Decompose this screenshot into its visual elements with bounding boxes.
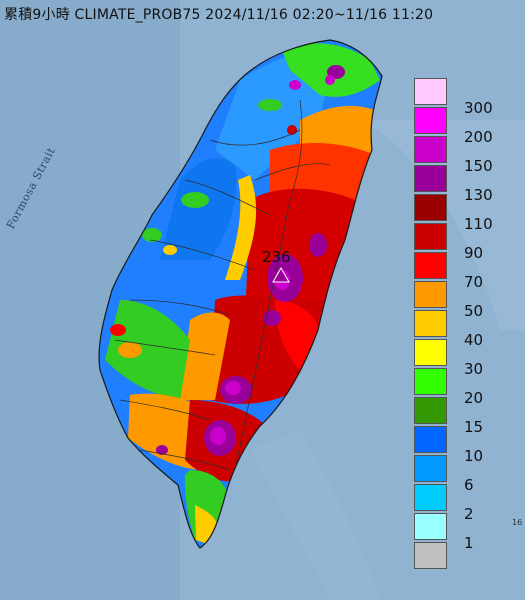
- legend-label: 90: [464, 244, 484, 262]
- map-title: 累積9小時 CLIMATE_PROB75 2024/11/16 02:20~11…: [4, 7, 434, 23]
- legend-label: 200: [464, 128, 493, 146]
- legend-swatch: [414, 281, 447, 308]
- legend-swatch: [414, 136, 447, 163]
- legend-swatch: [414, 397, 447, 424]
- legend-swatch: [414, 165, 447, 192]
- rainfall-legend: 300 200 150 130 110 90 70 50 40 30 20 15 10 6 2 1: [412, 78, 518, 571]
- legend-swatch: [414, 542, 447, 569]
- legend-label: 70: [464, 273, 484, 291]
- legend-swatch: [414, 484, 447, 511]
- legend-swatch: [414, 368, 447, 395]
- legend-swatch: [414, 223, 447, 250]
- legend-label: 300: [464, 99, 493, 117]
- max-rainfall-marker: [272, 266, 290, 283]
- legend-label: 130: [464, 186, 493, 204]
- legend-swatch: [414, 455, 447, 482]
- legend-label: 1: [464, 534, 474, 552]
- legend-label: 10: [464, 447, 484, 465]
- legend-swatch: [414, 107, 447, 134]
- legend-label: 30: [464, 360, 484, 378]
- legend-label: 15: [464, 418, 484, 436]
- legend-label: 2: [464, 505, 474, 523]
- legend-label: 40: [464, 331, 484, 349]
- legend-swatch: [414, 339, 447, 366]
- taiwan-coastline: [98, 39, 383, 549]
- legend-swatch: [414, 78, 447, 105]
- legend-swatch: [414, 513, 447, 540]
- max-rainfall-label: 236: [262, 248, 291, 266]
- legend-swatch: [414, 252, 447, 279]
- legend-label: 20: [464, 389, 484, 407]
- legend-swatch: [414, 310, 447, 337]
- legend-label: 50: [464, 302, 484, 320]
- legend-label: 150: [464, 157, 493, 175]
- legend-label: 110: [464, 215, 493, 233]
- legend-swatch: [414, 194, 447, 221]
- legend-label: 6: [464, 476, 474, 494]
- legend-swatch: [414, 426, 447, 453]
- edge-mark: 16: [512, 518, 523, 527]
